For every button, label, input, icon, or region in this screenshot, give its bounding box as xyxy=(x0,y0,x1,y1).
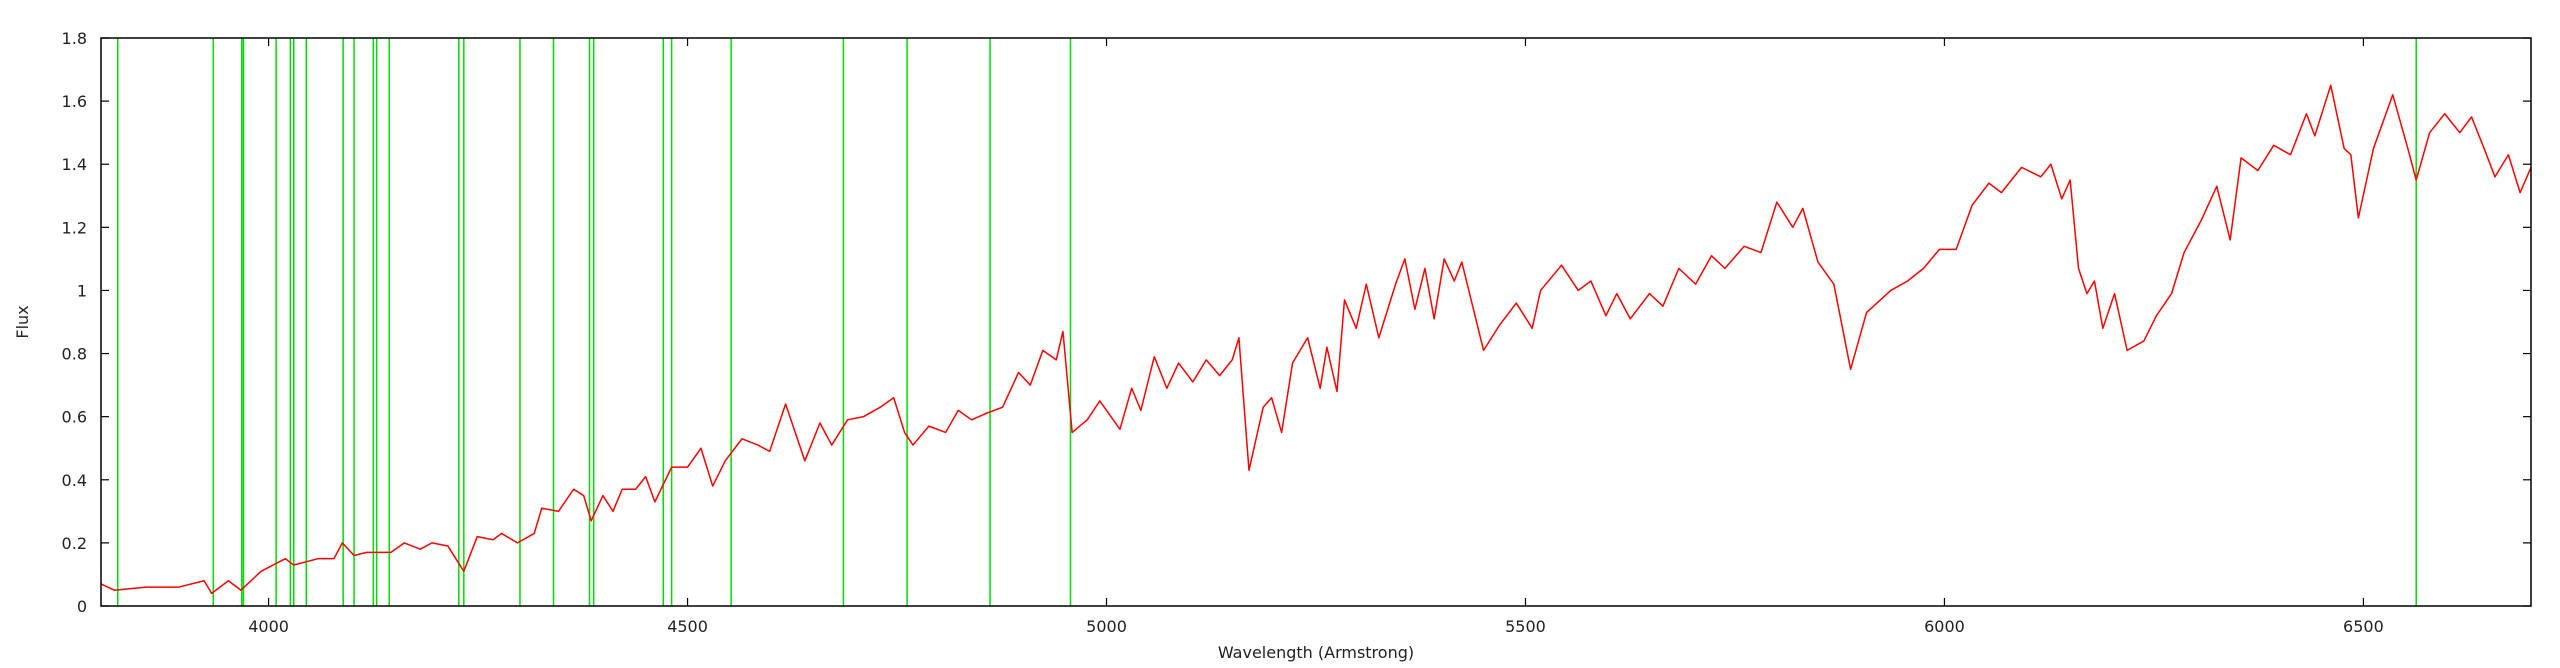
x-tick-label: 4500 xyxy=(667,617,708,636)
y-tick-label: 1.4 xyxy=(62,155,87,174)
x-axis-label: Wavelength (Armstrong) xyxy=(1218,643,1414,662)
y-tick-label: 0.2 xyxy=(62,534,87,553)
y-tick-label: 0.8 xyxy=(62,345,87,364)
y-tick-label: 0.4 xyxy=(62,471,87,490)
x-tick-label: 6500 xyxy=(2343,617,2384,636)
y-tick-label: 1.8 xyxy=(62,29,87,48)
y-axis-label: Flux xyxy=(13,305,32,338)
x-tick-label: 5500 xyxy=(1505,617,1546,636)
y-tick-label: 1 xyxy=(77,281,87,300)
axes: 4000 4500 5000 5500 6000 6500 0 0.2 0.4 0.6 0.8 1 1.… xyxy=(62,29,2531,636)
y-tick-label: 0.6 xyxy=(62,408,87,427)
x-tick-label: 6000 xyxy=(1924,617,1965,636)
x-tick-label: 4000 xyxy=(248,617,289,636)
y-tick-label: 1.6 xyxy=(62,92,87,111)
x-tick-label: 5000 xyxy=(1086,617,1127,636)
plot-frame xyxy=(100,37,2532,607)
y-tick-label: 0 xyxy=(77,597,87,616)
plot-area xyxy=(101,84,2531,595)
reference-lines xyxy=(117,38,2417,606)
y-tick-label: 1.2 xyxy=(62,218,87,237)
spectrum-line xyxy=(101,84,2531,595)
